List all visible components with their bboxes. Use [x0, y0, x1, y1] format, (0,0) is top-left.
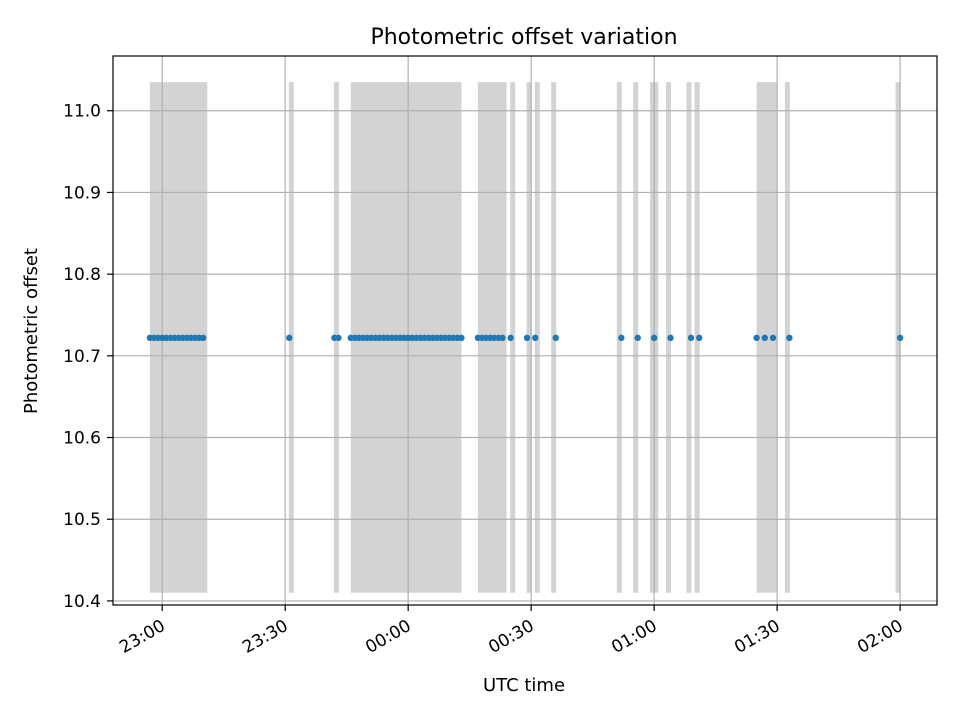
x-tick-label: 01:30 [731, 616, 783, 658]
data-point [523, 334, 531, 342]
y-tick-label: 10.5 [63, 510, 101, 530]
data-point [667, 334, 674, 342]
y-ticks: 11.0 10.9 10.8 10.7 10.6 10.5 10.4 [63, 102, 113, 612]
grid-lines [113, 56, 937, 605]
x-ticks: 23:00 23:30 00:00 00:30 01:00 01:30 02:00 [116, 605, 907, 658]
x-tick-label: 23:00 [116, 616, 168, 658]
data-point [769, 334, 777, 342]
plot-frame [112, 55, 938, 606]
x-tick-label: 23:30 [239, 616, 291, 658]
data-point [687, 334, 695, 342]
x-tick-label: 01:00 [608, 616, 660, 658]
data-point [761, 334, 769, 342]
data-point [499, 334, 506, 342]
data-point [552, 334, 559, 342]
data-point [618, 334, 625, 342]
data-point [753, 334, 760, 342]
data-point [650, 334, 658, 342]
y-tick-label: 10.7 [63, 347, 101, 367]
x-axis-label: UTC time [483, 675, 565, 696]
data-point [335, 334, 342, 342]
x-tick-label: 02:00 [854, 616, 906, 658]
data-point [634, 334, 641, 342]
y-tick-label: 11.0 [63, 102, 101, 122]
y-axis-label: Photometric offset [21, 248, 42, 414]
y-tick-label: 10.6 [63, 429, 101, 449]
data-point [532, 334, 539, 342]
data-point [507, 334, 514, 342]
y-tick-label: 10.9 [63, 183, 101, 203]
y-tick-label: 10.8 [63, 265, 101, 285]
y-tick-label: 10.4 [63, 592, 101, 612]
data-point [286, 334, 293, 342]
data-point [786, 334, 793, 342]
x-tick-label: 00:30 [485, 616, 537, 658]
data-point [896, 334, 904, 342]
data-points [146, 334, 904, 342]
data-point [696, 334, 703, 342]
data-point [199, 334, 207, 342]
data-point [458, 334, 465, 342]
x-tick-label: 00:00 [362, 616, 414, 658]
chart-title: Photometric offset variation [370, 25, 677, 50]
